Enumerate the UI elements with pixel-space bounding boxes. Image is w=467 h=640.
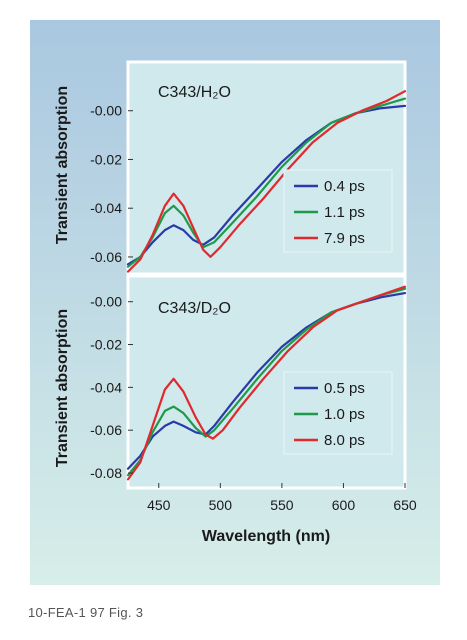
- x-axis-label: Wavelength (nm): [202, 528, 330, 545]
- legend-label: 0.4 ps: [324, 178, 365, 195]
- series-group-bottom: [126, 285, 407, 481]
- y-tick-label: -0.02: [90, 151, 122, 167]
- series-line-1_1-ps: [126, 97, 407, 268]
- legend-bottom: 0.5 ps 1.0 ps 8.0 ps: [283, 371, 393, 455]
- y-ticks-bottom: -0.08 -0.06 -0.04 -0.02 -0.00: [90, 294, 133, 481]
- x-ticks: 450 500 550 600 650: [147, 483, 417, 513]
- legend-label: 1.1 ps: [324, 204, 365, 221]
- x-tick-label: 650: [393, 497, 417, 513]
- panel-title-top: C343/H₂O: [158, 84, 231, 101]
- x-tick-label: 500: [209, 497, 233, 513]
- panel-title-bottom: C343/D₂O: [158, 300, 231, 317]
- y-axis-label-bottom: Transient absorption: [54, 309, 71, 467]
- y-tick-label: -0.02: [90, 337, 122, 353]
- x-tick-label: 600: [332, 497, 356, 513]
- y-tick-label: -0.06: [90, 249, 122, 265]
- y-axis-label-top: Transient absorption: [54, 86, 71, 244]
- y-tick-label: -0.06: [90, 422, 122, 438]
- y-tick-label: -0.00: [90, 103, 122, 119]
- legend-label: 7.9 ps: [324, 230, 365, 247]
- y-tick-label: -0.04: [90, 200, 122, 216]
- y-tick-label: -0.00: [90, 294, 122, 310]
- figure-caption: 10-FEA-1 97 Fig. 3: [28, 605, 144, 620]
- legend-label: 1.0 ps: [324, 406, 365, 423]
- y-ticks-top: -0.06 -0.04 -0.02 -0.00: [90, 103, 133, 265]
- y-tick-label: -0.04: [90, 379, 122, 395]
- series-group-top: [126, 90, 407, 273]
- legend-label: 0.5 ps: [324, 380, 365, 397]
- y-tick-label: -0.08: [90, 465, 122, 481]
- x-tick-label: 450: [147, 497, 171, 513]
- series-line-7_9-ps: [126, 90, 407, 273]
- x-tick-label: 550: [270, 497, 294, 513]
- legend-top: 0.4 ps 1.1 ps 7.9 ps: [283, 169, 393, 253]
- legend-label: 8.0 ps: [324, 432, 365, 449]
- series-line-8_0-ps: [126, 285, 407, 481]
